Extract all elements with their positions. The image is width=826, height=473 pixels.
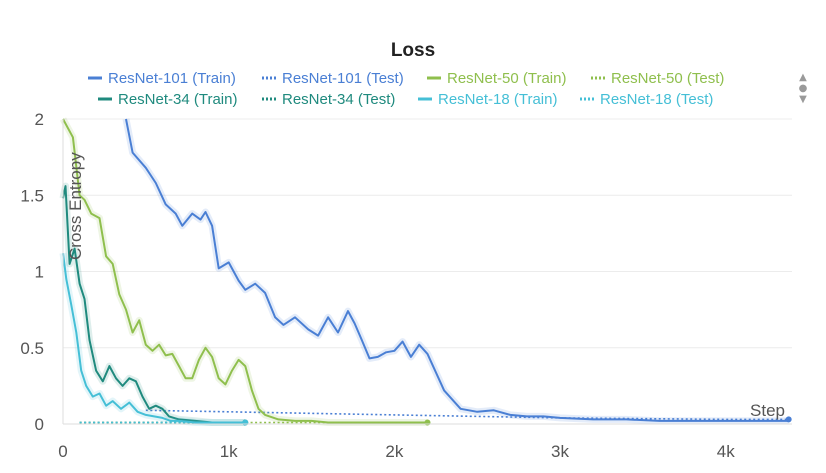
series-endpoint-resnet-101-test xyxy=(785,416,792,423)
series-halo-resnet-101-train xyxy=(122,118,789,425)
chart-series xyxy=(59,117,792,426)
chart-axes: 0 0.5 1 1.5 2 0 1k 2k 3k 4k xyxy=(20,110,792,461)
y-tick-label: 0 xyxy=(35,415,44,434)
x-tick-label: 4k xyxy=(717,442,735,461)
series-line-resnet-101-train xyxy=(125,118,789,422)
legend-entry-resnet-18-test[interactable]: ResNet-18 (Test) xyxy=(600,91,713,108)
y-tick-label: 1 xyxy=(35,263,44,282)
series-line-resnet-18-train xyxy=(62,253,246,424)
scroll-arrows-icon[interactable]: ▲ ● ▼ xyxy=(798,72,808,105)
x-tick-label: 3k xyxy=(551,442,569,461)
x-tick-label: 2k xyxy=(385,442,403,461)
y-axis-title: Cross Entropy xyxy=(66,152,85,260)
legend-entry-resnet-101-train[interactable]: ResNet-101 (Train) xyxy=(108,70,236,87)
chart-grid xyxy=(63,118,792,425)
legend-entry-resnet-50-test[interactable]: ResNet-50 (Test) xyxy=(611,70,724,87)
x-tick-label: 1k xyxy=(220,442,238,461)
series-line-resnet-50-train xyxy=(62,118,428,424)
legend-entry-resnet-50-train[interactable]: ResNet-50 (Train) xyxy=(447,70,566,87)
series-line-resnet-34-train xyxy=(62,185,246,424)
x-tick-label: 0 xyxy=(58,442,67,461)
legend-entry-resnet-34-test[interactable]: ResNet-34 (Test) xyxy=(282,91,395,108)
y-tick-label: 2 xyxy=(35,110,44,129)
series-endpoint-resnet-18-test xyxy=(242,419,249,426)
x-axis-title: Step xyxy=(750,401,785,420)
chart-legend: ResNet-101 (Train) ResNet-101 (Test) ResNe… xyxy=(88,70,724,108)
y-tick-label: 1.5 xyxy=(20,186,44,205)
legend-entry-resnet-101-test[interactable]: ResNet-101 (Test) xyxy=(282,70,404,87)
chart-title: Loss xyxy=(391,40,435,61)
legend-entry-resnet-18-train[interactable]: ResNet-18 (Train) xyxy=(438,91,557,108)
legend-entry-resnet-34-train[interactable]: ResNet-34 (Train) xyxy=(118,91,237,108)
series-endpoint-resnet-50-test xyxy=(424,419,431,426)
y-tick-label: 0.5 xyxy=(20,339,44,358)
series-line-resnet-101-test xyxy=(145,409,789,421)
